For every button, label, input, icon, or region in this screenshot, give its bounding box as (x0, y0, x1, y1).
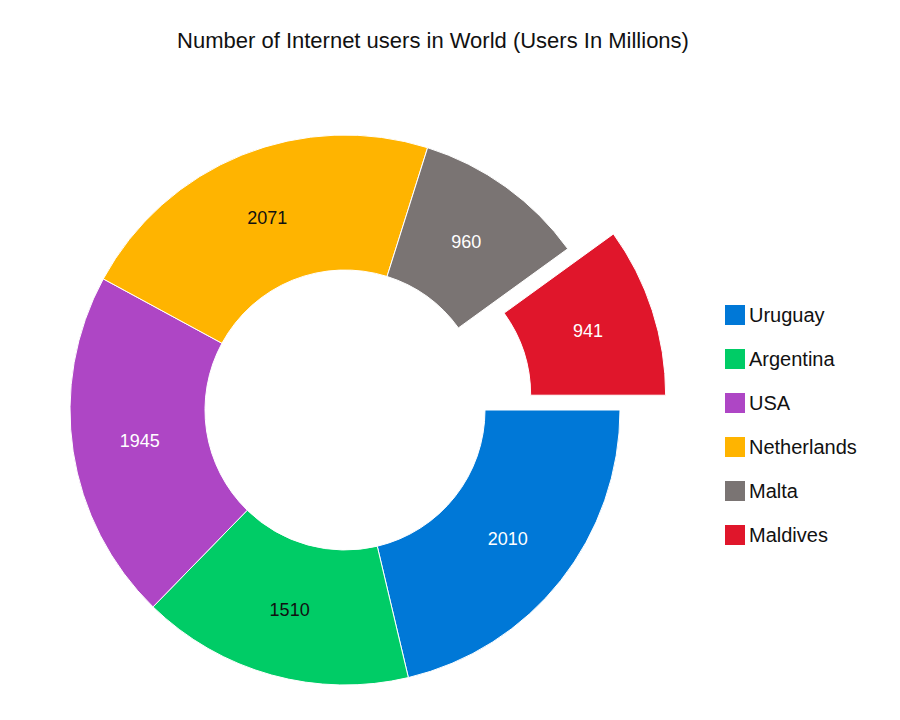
data-label: 1945 (120, 431, 160, 451)
legend-label: Maldives (749, 524, 828, 546)
legend-label: Netherlands (749, 436, 857, 458)
data-labels: 2010 1510 1945 2071 960 941 (120, 208, 603, 620)
legend: Uruguay Argentina USA Netherlands Malta Maldi… (725, 304, 857, 546)
data-label: 960 (451, 232, 481, 252)
data-label: 941 (573, 321, 603, 341)
legend-item: Malta (725, 480, 799, 502)
legend-item: USA (725, 392, 791, 414)
data-label: 2010 (488, 529, 528, 549)
data-label: 2071 (247, 208, 287, 228)
legend-label: Malta (749, 480, 799, 502)
data-label: 1510 (270, 600, 310, 620)
legend-item: Uruguay (725, 304, 825, 326)
slice (377, 410, 620, 678)
pie-group (70, 135, 666, 685)
legend-label: USA (749, 392, 791, 414)
legend-item: Netherlands (725, 436, 857, 458)
legend-swatch (725, 393, 745, 413)
legend-swatch (725, 305, 745, 325)
slice (103, 135, 427, 343)
chart-title: Number of Internet users in World (Users… (177, 28, 689, 53)
legend-swatch (725, 525, 745, 545)
chart: Number of Internet users in World (Users… (0, 0, 900, 720)
legend-swatch (725, 437, 745, 457)
legend-swatch (725, 481, 745, 501)
legend-item: Maldives (725, 524, 828, 546)
legend-item: Argentina (725, 348, 835, 370)
legend-label: Argentina (749, 348, 835, 370)
legend-label: Uruguay (749, 304, 825, 326)
legend-swatch (725, 349, 745, 369)
slice (504, 234, 666, 395)
